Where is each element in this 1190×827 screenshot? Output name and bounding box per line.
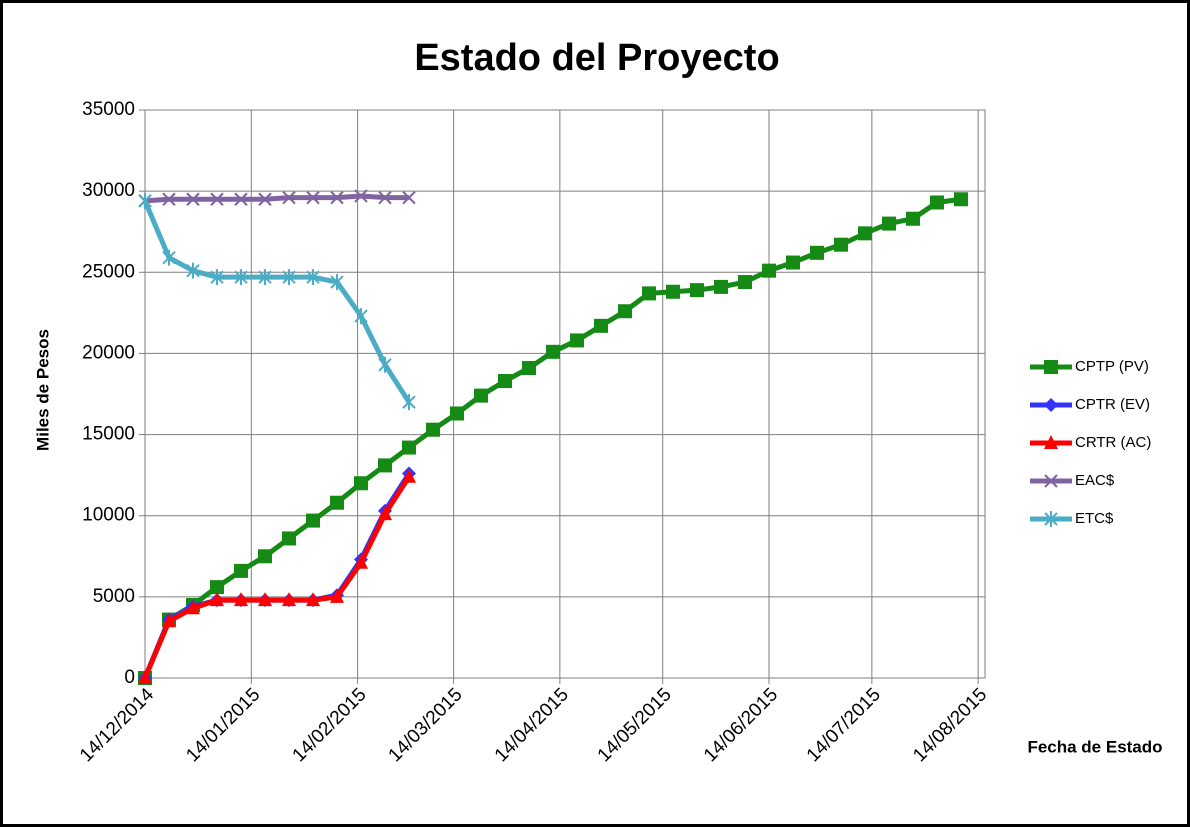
marker [402, 394, 416, 411]
marker [402, 468, 416, 483]
marker [186, 600, 200, 615]
marker [786, 255, 800, 270]
y-axis-title: Miles de Pesos [33, 329, 52, 451]
marker [306, 190, 320, 205]
marker [162, 613, 176, 628]
marker [162, 192, 176, 206]
marker [498, 374, 512, 389]
series-line [144, 193, 409, 204]
y-tick-label: 25000 [82, 261, 135, 282]
marker [1044, 474, 1058, 488]
marker [402, 440, 416, 455]
marker [378, 190, 392, 205]
y-tick-label: 10000 [82, 505, 135, 526]
marker [234, 563, 248, 578]
marker [642, 286, 656, 301]
marker [714, 279, 728, 294]
marker [834, 237, 848, 252]
marker [570, 333, 584, 348]
marker [618, 304, 632, 319]
marker [186, 262, 200, 279]
marker [1044, 435, 1058, 449]
marker [378, 458, 392, 473]
marker [426, 422, 440, 437]
marker [450, 406, 464, 421]
marker [210, 192, 224, 206]
marker [354, 189, 368, 203]
marker [762, 263, 776, 278]
marker [954, 192, 968, 207]
marker [330, 495, 344, 510]
y-tick-label: 20000 [82, 342, 135, 363]
marker [1044, 511, 1058, 527]
marker [234, 269, 248, 286]
marker [330, 588, 344, 603]
marker [210, 592, 224, 607]
marker [282, 269, 296, 286]
marker [354, 476, 368, 491]
marker [1044, 398, 1058, 412]
y-tick-label: 15000 [82, 424, 135, 445]
marker [882, 216, 896, 231]
marker [546, 344, 560, 359]
marker [186, 192, 200, 206]
marker [138, 670, 152, 684]
marker [258, 192, 272, 206]
marker [690, 283, 704, 298]
legend-label: CPTR (EV) [1075, 396, 1150, 413]
marker [258, 549, 272, 564]
marker [402, 190, 416, 205]
marker [282, 531, 296, 546]
marker [354, 308, 368, 325]
marker [234, 592, 248, 607]
marker [306, 269, 320, 286]
chart-title: Estado del Proyecto [414, 37, 779, 79]
marker [858, 226, 872, 241]
marker [810, 245, 824, 260]
marker [354, 554, 368, 569]
marker [378, 506, 392, 521]
marker [282, 190, 296, 205]
marker [906, 211, 920, 226]
series-line [142, 199, 412, 404]
marker [930, 195, 944, 210]
marker [258, 592, 272, 607]
marker [594, 318, 608, 333]
legend-label: CRTR (AC) [1075, 434, 1151, 451]
marker [306, 592, 320, 607]
marker [330, 274, 344, 291]
marker [210, 269, 224, 286]
y-tick-label: 0 [124, 667, 135, 688]
marker [378, 356, 392, 373]
plot-area [144, 109, 986, 679]
marker [330, 190, 344, 205]
x-axis-title: Fecha de Estado [1027, 737, 1162, 756]
legend-label: EAC$ [1075, 472, 1115, 489]
marker [258, 269, 272, 286]
marker [522, 361, 536, 376]
y-tick-label: 5000 [93, 586, 135, 607]
marker [162, 249, 176, 266]
y-tick-label: 30000 [82, 180, 135, 201]
marker [1044, 360, 1058, 374]
marker [234, 192, 248, 206]
marker [210, 580, 224, 595]
marker [738, 275, 752, 290]
legend-label: CPTP (PV) [1075, 358, 1149, 375]
marker [306, 513, 320, 528]
marker [282, 592, 296, 607]
marker [474, 388, 488, 403]
marker [138, 192, 152, 209]
marker [666, 284, 680, 299]
legend-label: ETC$ [1075, 510, 1114, 527]
y-tick-label: 35000 [82, 99, 135, 120]
